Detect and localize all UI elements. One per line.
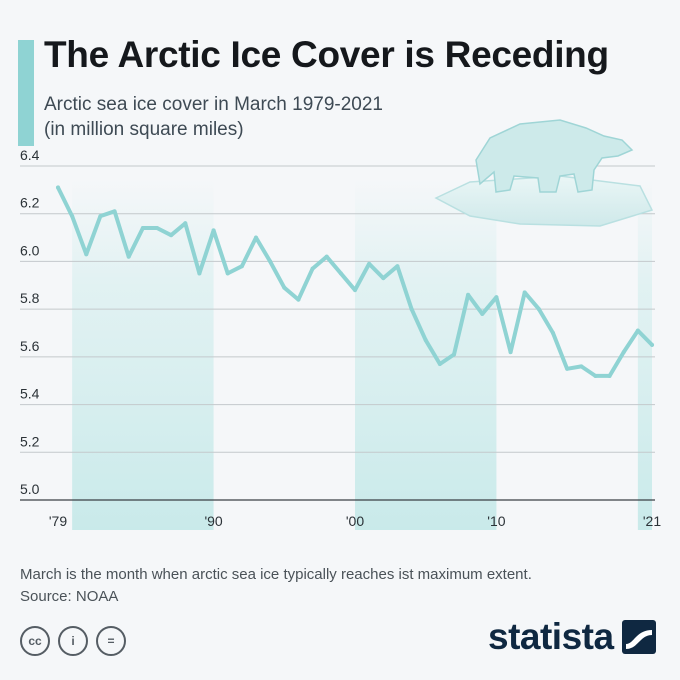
data-point [183,221,188,226]
data-point [367,261,372,266]
data-point [169,233,174,238]
subtitle-line-2: (in million square miles) [44,119,244,140]
data-point [155,226,159,231]
statista-logo-icon [621,620,656,654]
data-point [579,364,584,369]
data-point [56,185,60,190]
data-point [536,307,541,312]
data-point [324,254,329,259]
y-tick-label: 5.0 [20,481,40,497]
data-point [635,328,640,333]
x-tick-label: '79 [49,513,67,529]
chart-title: The Arctic Ice Cover is Receding [44,34,609,75]
data-point [310,266,315,271]
data-point [508,350,513,355]
decade-band-3 [637,180,652,530]
data-point [254,235,258,240]
y-tick-label: 5.6 [20,338,40,354]
data-point [551,331,555,335]
statista-logo[interactable]: statista [488,616,656,658]
source-text: Source: NOAA [20,588,119,605]
data-point [480,311,485,316]
x-tick-label: '21 [643,513,661,529]
attribution-icon[interactable]: i [58,626,88,656]
data-point [423,338,428,343]
data-point [395,264,400,269]
data-point [409,307,414,312]
data-point [282,285,287,290]
x-tick-label: '10 [487,513,505,529]
data-point [112,209,117,214]
chart-subtitle: Arctic sea ice cover in March 1979-2021 … [44,92,383,142]
data-point [353,288,357,293]
y-tick-label: 5.8 [20,290,40,306]
data-point [296,297,301,302]
data-point [225,271,230,276]
x-tick-label: '00 [346,513,364,529]
data-point [197,271,202,276]
data-point [621,350,626,355]
data-point [381,276,386,281]
data-point [565,366,570,371]
decade-band-2 [355,180,497,530]
y-tick-label: 5.2 [20,433,40,449]
statista-wordmark: statista [488,616,614,657]
data-point [70,214,75,219]
y-tick-label: 6.0 [20,242,40,258]
data-point [338,271,343,276]
data-point [268,259,273,264]
y-tick-label: 5.4 [20,386,40,402]
data-point [522,290,527,295]
x-tick-label: '90 [204,513,222,529]
footnote-text: March is the month when arctic sea ice t… [20,566,532,583]
polar-bear-illustration [434,119,654,227]
data-point [607,373,612,378]
data-point [126,254,131,259]
data-point [593,373,598,378]
license-icons: cc i = [20,626,126,656]
data-point [437,362,442,367]
creative-commons-icon[interactable]: cc [20,626,50,656]
title-accent-bar [18,40,34,146]
y-tick-label: 6.2 [20,195,40,211]
line-chart: 5.0 5.2 5.4 5.6 5.8 6.0 6.2 6.4 '79 '90 '00 '10 '21 [20,119,661,530]
data-point [466,292,471,297]
data-point [452,352,456,357]
data-point [98,214,103,219]
footnote: March is the month when arctic sea ice t… [20,564,532,608]
no-derivatives-icon[interactable]: = [96,626,126,656]
data-point [84,252,89,257]
subtitle-line-1: Arctic sea ice cover in March 1979-2021 [44,94,383,115]
data-point [140,226,145,231]
data-point [211,228,216,233]
data-point [650,342,654,347]
polar-bear-shape [475,119,634,193]
y-tick-label: 6.4 [20,147,40,163]
data-point [239,264,244,269]
data-point [494,295,499,300]
